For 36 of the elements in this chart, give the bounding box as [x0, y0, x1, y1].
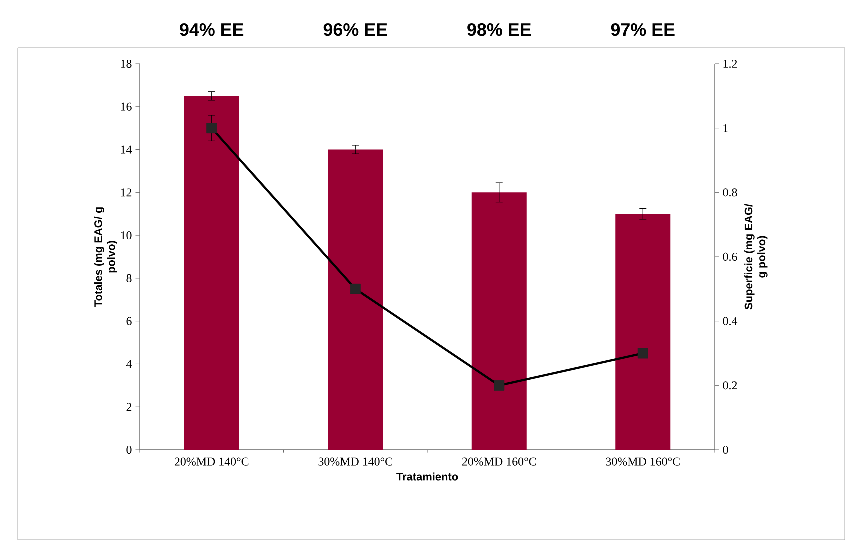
point — [350, 284, 361, 294]
bar — [472, 192, 527, 450]
y2-tick-label: 1 — [724, 124, 728, 132]
bar — [616, 214, 671, 450]
point — [638, 348, 648, 359]
y-tick-label: 16 — [121, 102, 132, 111]
point — [494, 380, 505, 391]
x-tick-label: 30%MD 160°C — [606, 458, 680, 466]
y2-tick-label: 0.4 — [723, 317, 738, 326]
text: 97% EE — [611, 23, 675, 36]
bar — [184, 96, 240, 450]
y2-tick-label: 0.2 — [723, 382, 738, 390]
y-tick-label: 14 — [121, 146, 132, 154]
point — [206, 123, 218, 134]
y-tick-label: 0 — [126, 446, 132, 454]
y2-tick-label: 0.6 — [723, 252, 738, 262]
y-axis-title: Totales (mg EAG/ g polvo) — [94, 208, 118, 308]
y2-axis-title: Superficie (mg EAG/ g polvo) — [744, 204, 768, 310]
y-tick-label: 4 — [126, 360, 132, 368]
y2-tick-label: 1.2 — [724, 60, 738, 68]
text: 96% EE — [324, 23, 388, 36]
x-axis-title: Tratamiento — [396, 472, 458, 481]
y-tick-label: 2 — [126, 403, 132, 412]
y-tick-label: 12 — [121, 188, 132, 197]
y2-tick-label: 0.8 — [723, 188, 738, 197]
y-tick-label: 8 — [126, 274, 132, 282]
x-tick-label: 30%MD 140°C — [318, 458, 392, 466]
text: 98% EE — [468, 23, 532, 36]
x-tick-label: 20%MD 140°C — [174, 458, 249, 466]
x-tick-label: 20%MD 160°C — [462, 458, 536, 466]
y-tick-label: 6 — [126, 317, 132, 326]
y2-tick-label: 0 — [723, 446, 728, 454]
y-tick-label: 18 — [121, 60, 132, 68]
y-tick-label: 10 — [121, 232, 132, 240]
bar — [328, 150, 384, 450]
text: 94% EE — [180, 23, 244, 36]
